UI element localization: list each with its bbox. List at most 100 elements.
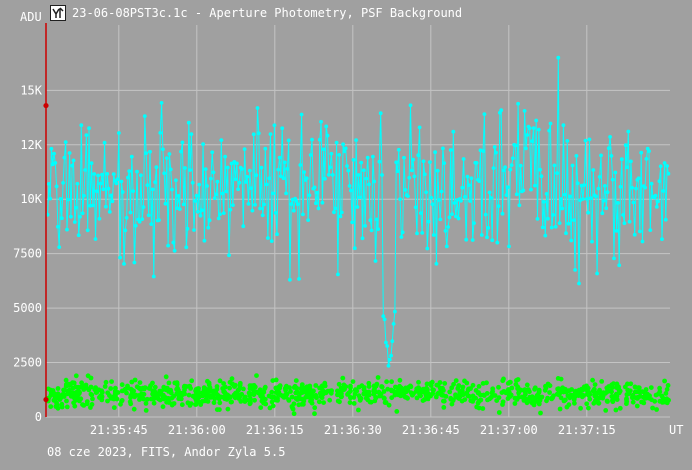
background-point — [217, 400, 223, 406]
target-flux-point — [93, 237, 98, 241]
target-flux-point — [548, 121, 553, 126]
background-point — [514, 378, 519, 383]
target-flux-point — [206, 225, 211, 230]
target-flux-point — [328, 165, 332, 170]
target-flux-point — [145, 183, 150, 188]
target-flux-point — [524, 146, 528, 151]
target-flux-point — [509, 163, 514, 168]
target-flux-point — [330, 173, 335, 177]
background-point — [451, 381, 456, 387]
background-point — [178, 396, 184, 402]
background-point — [210, 388, 216, 394]
background-point — [73, 373, 79, 379]
background-point — [313, 383, 319, 388]
target-flux-point — [531, 126, 536, 130]
target-flux-point — [408, 103, 413, 108]
target-flux-point — [390, 339, 395, 344]
background-point — [388, 387, 394, 393]
target-flux-point — [513, 143, 518, 148]
target-flux-point — [477, 179, 482, 184]
target-flux-point — [329, 151, 334, 156]
y-tick-label: 15K — [20, 83, 42, 97]
target-flux-point — [67, 151, 72, 155]
target-flux-point — [590, 239, 594, 244]
photometry-app-icon[interactable] — [50, 5, 66, 21]
target-flux-point — [216, 216, 221, 221]
target-flux-point — [163, 201, 168, 206]
target-flux-point — [463, 194, 467, 199]
background-point — [321, 400, 326, 405]
target-flux-point — [654, 205, 659, 209]
target-flux-point — [618, 184, 623, 189]
background-point — [196, 386, 201, 391]
background-point — [384, 379, 389, 385]
target-flux-point — [255, 106, 260, 110]
target-flux-point — [577, 281, 581, 286]
target-flux-point — [207, 218, 212, 223]
target-flux-point — [179, 149, 184, 154]
background-point — [523, 391, 528, 397]
background-point — [175, 392, 181, 397]
background-point — [64, 404, 70, 410]
target-flux-point — [275, 232, 279, 237]
photometry-chart[interactable]: 0 2500 5000 7500 10K 12K 15K 21:35:45 21:36:00 21… — [0, 0, 692, 440]
target-flux-point — [555, 171, 559, 176]
footer-info: 08 cze 2023, FITS, Andor Zyla 5.5 — [47, 445, 286, 459]
target-flux-point — [575, 181, 580, 186]
background-point — [547, 383, 553, 389]
background-point — [617, 405, 623, 411]
target-flux-point — [402, 155, 406, 160]
target-flux-point — [323, 176, 327, 181]
target-flux-point — [268, 132, 273, 137]
background-point — [614, 393, 620, 399]
target-flux-point — [140, 217, 145, 222]
target-flux-point — [227, 253, 231, 258]
target-flux-point — [107, 210, 112, 214]
background-point — [460, 389, 465, 394]
target-flux-point — [606, 146, 611, 151]
background-point — [352, 391, 358, 397]
background-point — [632, 384, 638, 390]
target-flux-point — [271, 191, 275, 196]
target-flux-point — [422, 172, 427, 177]
background-point — [214, 407, 220, 412]
target-flux-point — [461, 157, 466, 161]
background-point — [532, 386, 537, 392]
target-flux-point — [434, 261, 439, 266]
background-point — [327, 397, 333, 403]
background-point — [143, 408, 149, 413]
target-flux-point — [237, 180, 242, 185]
target-flux-point — [447, 215, 452, 220]
x-tick-label: 21:36:15 — [246, 423, 304, 437]
background-point — [630, 394, 635, 400]
target-flux-point — [310, 137, 314, 142]
background-point — [118, 401, 123, 407]
background-point — [578, 405, 583, 411]
target-flux-point — [205, 184, 209, 188]
target-flux-point — [244, 180, 248, 184]
target-flux-point — [62, 155, 67, 160]
background-point — [643, 387, 649, 392]
background-point — [160, 396, 166, 402]
background-point — [453, 378, 459, 383]
target-flux-point — [61, 181, 65, 185]
background-point — [189, 378, 195, 384]
target-flux-point — [197, 182, 202, 187]
target-flux-point — [122, 262, 126, 266]
background-point — [214, 384, 220, 389]
background-point — [393, 384, 398, 390]
background-point — [262, 386, 268, 391]
target-flux-point — [210, 150, 215, 155]
target-flux-point — [82, 193, 86, 198]
background-point — [663, 391, 669, 396]
target-flux-point — [568, 194, 572, 199]
target-flux-point — [351, 158, 356, 162]
target-flux-point — [198, 213, 203, 218]
background-point — [63, 377, 69, 383]
background-point — [524, 382, 530, 388]
target-flux-point — [508, 167, 513, 172]
target-flux-point — [583, 138, 588, 143]
x-tick-label: 21:36:30 — [324, 423, 382, 437]
target-flux-point — [336, 272, 340, 277]
target-flux-point — [438, 217, 443, 222]
